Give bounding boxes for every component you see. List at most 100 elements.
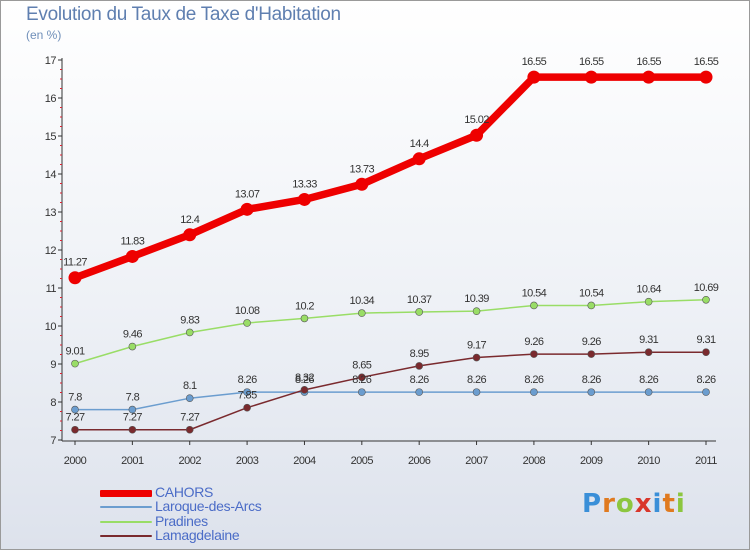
data-label: 7.27 — [180, 412, 199, 424]
data-point — [584, 70, 598, 84]
data-point — [415, 308, 423, 316]
data-label: 16.55 — [522, 56, 547, 68]
series-line-1 — [74, 391, 707, 411]
data-label: 13.07 — [235, 188, 260, 200]
x-tick-label: 2000 — [64, 455, 87, 467]
data-point — [702, 388, 710, 396]
data-point — [300, 386, 309, 394]
data-label: 9.01 — [65, 346, 84, 358]
x-tick-label: 2010 — [637, 455, 660, 467]
data-point — [642, 70, 656, 84]
data-label: 16.55 — [636, 56, 661, 68]
data-label: 9.83 — [180, 314, 199, 326]
data-point — [300, 314, 309, 323]
legend-item: Laroque-des-Arcs — [100, 498, 400, 515]
y-tick-label: 10 — [45, 321, 57, 333]
legend-item: Lamagdelaine — [100, 527, 400, 544]
x-tick-label: 2005 — [351, 455, 374, 467]
data-label: 10.2 — [295, 300, 314, 312]
logo-letter: i — [652, 489, 663, 519]
data-label: 16.55 — [694, 56, 719, 68]
data-point — [243, 388, 251, 396]
legend-swatch — [100, 506, 152, 508]
data-label: 8.1 — [183, 380, 197, 392]
data-point — [243, 403, 251, 412]
data-point — [587, 388, 596, 396]
data-point — [472, 307, 481, 315]
data-point — [472, 353, 481, 362]
data-label: 7.27 — [65, 412, 84, 424]
data-label: 7.8 — [68, 392, 82, 404]
data-point — [240, 202, 254, 216]
data-label: 14.4 — [410, 138, 429, 150]
data-label: 10.64 — [636, 284, 661, 296]
data-label: 7.8 — [126, 392, 140, 404]
logo-letter: P — [582, 489, 603, 519]
data-point — [71, 359, 79, 368]
data-label: 9.46 — [123, 329, 142, 341]
x-tick-label: 2004 — [293, 455, 316, 467]
y-tick-label: 9 — [50, 359, 56, 371]
data-point — [68, 271, 82, 285]
data-point — [71, 425, 79, 434]
x-tick-label: 2007 — [465, 455, 488, 467]
legend-label: Lamagdelaine — [155, 527, 240, 543]
data-point — [702, 348, 710, 357]
data-label: 10.54 — [522, 287, 547, 299]
logo-letter: i — [675, 489, 686, 519]
data-point — [185, 425, 194, 434]
data-point — [415, 388, 423, 396]
data-label: 8.26 — [524, 374, 543, 386]
data-label: 12.4 — [180, 214, 199, 226]
data-label: 8.26 — [467, 374, 486, 386]
data-point — [472, 388, 481, 396]
legend-label: Pradines — [155, 513, 208, 529]
data-label: 10.54 — [579, 287, 604, 299]
legend-swatch — [100, 535, 152, 537]
data-label: 10.39 — [464, 293, 489, 305]
logo-letter: t — [662, 489, 676, 519]
data-label: 9.17 — [467, 340, 486, 352]
data-label: 9.31 — [639, 334, 658, 346]
y-tick-label: 11 — [46, 283, 57, 295]
data-point — [644, 297, 653, 306]
data-label: 8.95 — [410, 348, 429, 360]
data-label: 8.26 — [295, 374, 314, 386]
x-tick-label: 2009 — [580, 455, 603, 467]
data-point — [415, 362, 423, 370]
data-point — [412, 152, 426, 166]
data-label: 7.27 — [123, 412, 142, 424]
series-line-2 — [74, 299, 707, 365]
data-point — [702, 295, 710, 304]
series-line-0 — [71, 73, 710, 282]
y-tick-label: 8 — [50, 397, 56, 409]
data-point — [128, 405, 137, 414]
legend-item: Pradines — [100, 513, 400, 530]
data-point — [358, 373, 366, 382]
data-label: 10.37 — [407, 294, 432, 306]
data-point — [530, 350, 538, 358]
chart-title: Evolution du Taux de Taxe d'Habitation — [26, 4, 341, 25]
data-label: 13.73 — [350, 163, 375, 175]
legend-swatch — [100, 521, 152, 523]
x-tick-label: 2002 — [178, 455, 201, 467]
data-label: 9.26 — [524, 336, 543, 348]
logo-letter: r — [602, 489, 616, 519]
data-label: 11.27 — [63, 257, 87, 269]
data-point — [71, 405, 79, 414]
y-tick-label: 12 — [45, 245, 57, 257]
data-label: 9.31 — [696, 334, 715, 346]
proxiti-logo: Proxiti — [582, 489, 686, 519]
data-point — [185, 394, 194, 403]
data-point — [185, 328, 194, 337]
legend-swatch — [100, 489, 152, 497]
legend-label: CAHORS — [155, 484, 214, 500]
x-tick-label: 2006 — [408, 455, 431, 467]
x-tick-label: 2003 — [236, 455, 259, 467]
chart-subtitle: (en %) — [26, 28, 62, 42]
data-label: 10.34 — [350, 295, 375, 307]
data-point — [530, 388, 538, 396]
data-point — [587, 350, 596, 358]
